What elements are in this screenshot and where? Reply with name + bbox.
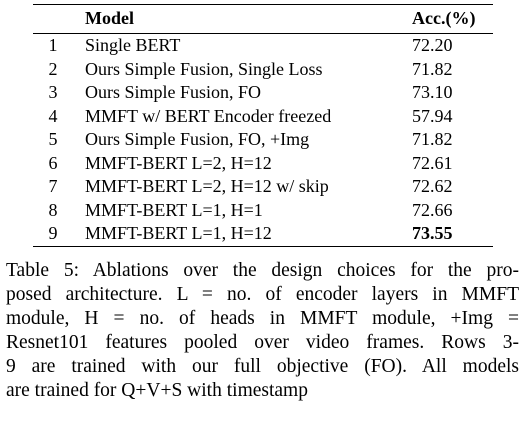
caption-line: Table 5: Ablations over the design choic… bbox=[6, 260, 519, 281]
caption: Table 5: Ablations over the design choic… bbox=[6, 259, 519, 403]
caption-line: posed architecture. L = no. of encoder l… bbox=[6, 284, 519, 305]
accuracy: 57.94 bbox=[412, 105, 453, 126]
table-row: 1 Single BERT 72.20 bbox=[33, 34, 493, 58]
table-header: Model Acc.(%) bbox=[33, 4, 493, 34]
table-row: 9 MMFT-BERT L=1, H=12 73.55 bbox=[33, 222, 493, 246]
model-name: MMFT-BERT L=1, H=1 bbox=[85, 199, 263, 220]
table-row: 5 Ours Simple Fusion, FO, +Img 71.82 bbox=[33, 128, 493, 152]
model-name: Ours Simple Fusion, FO bbox=[85, 82, 262, 102]
accuracy: 72.62 bbox=[412, 176, 453, 196]
model-name: MMFT-BERT L=1, H=12 bbox=[85, 223, 272, 243]
model-name: Ours Simple Fusion, Single Loss bbox=[85, 58, 323, 79]
table-row: 7 MMFT-BERT L=2, H=12 w/ skip 72.62 bbox=[33, 175, 493, 199]
accuracy: 73.55 bbox=[412, 223, 453, 243]
table-body: 1 Single BERT 72.20 2 Ours Simple Fusion, Si… bbox=[33, 34, 493, 246]
model-name: MMFT w/ BERT Encoder freezed bbox=[85, 105, 332, 126]
row-index: 8 bbox=[48, 199, 58, 220]
table-row: 6 MMFT-BERT L=2, H=12 72.61 bbox=[33, 152, 493, 176]
table-row: 2 Ours Simple Fusion, Single Loss 71.82 bbox=[33, 58, 493, 82]
caption-line: 9 are trained with our full objective (F… bbox=[6, 356, 519, 377]
header-acc: Acc.(%) bbox=[412, 8, 476, 29]
caption-line: are trained for Q+V+S with timestamp bbox=[6, 380, 308, 401]
row-index: 7 bbox=[48, 176, 58, 196]
caption-line: module, H = no. of heads in MMFT module,… bbox=[6, 308, 519, 329]
row-index: 4 bbox=[48, 105, 58, 126]
row-index: 5 bbox=[48, 129, 58, 149]
accuracy: 72.20 bbox=[412, 35, 453, 55]
header-model: Model bbox=[85, 8, 134, 29]
ablation-table: Model Acc.(%) 1 Single BERT 72.20 2 Ours Sim… bbox=[33, 4, 493, 247]
accuracy: 72.66 bbox=[412, 199, 453, 220]
table-row: 3 Ours Simple Fusion, FO 73.10 bbox=[33, 81, 493, 105]
row-index: 2 bbox=[48, 58, 58, 79]
row-index: 6 bbox=[48, 152, 58, 173]
model-name: Ours Simple Fusion, FO, +Img bbox=[85, 129, 310, 149]
model-name: MMFT-BERT L=2, H=12 w/ skip bbox=[85, 176, 329, 196]
accuracy: 71.82 bbox=[412, 58, 453, 79]
model-name: MMFT-BERT L=2, H=12 bbox=[85, 152, 272, 173]
accuracy: 73.10 bbox=[412, 82, 453, 102]
model-name: Single BERT bbox=[85, 35, 181, 55]
header-row: Model Acc.(%) bbox=[33, 4, 493, 34]
row-index: 1 bbox=[48, 35, 58, 55]
table-row: 4 MMFT w/ BERT Encoder freezed 57.94 bbox=[33, 105, 493, 129]
row-index: 9 bbox=[48, 223, 58, 243]
accuracy: 72.61 bbox=[412, 152, 453, 173]
header-index bbox=[33, 5, 73, 34]
caption-line: Resnet101 features pooled over video fra… bbox=[6, 332, 519, 353]
table-row: 8 MMFT-BERT L=1, H=1 72.66 bbox=[33, 199, 493, 223]
accuracy: 71.82 bbox=[412, 129, 453, 149]
row-index: 3 bbox=[48, 82, 58, 102]
